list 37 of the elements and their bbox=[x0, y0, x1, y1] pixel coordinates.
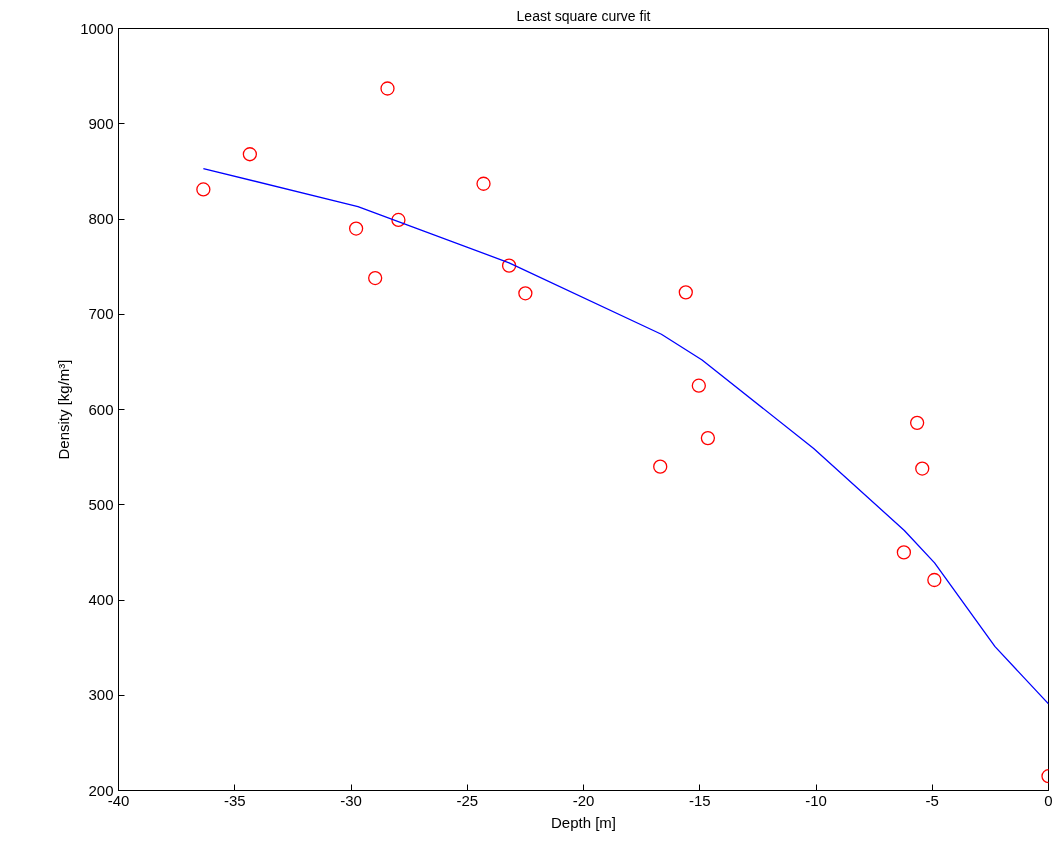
x-axis-title: Depth [m] bbox=[550, 813, 617, 831]
line-series bbox=[202, 167, 1049, 705]
y-axis-title: Density [kg/m³] bbox=[55, 359, 73, 460]
y-tick-label: 500 bbox=[88, 495, 114, 513]
x-tick-label: -15 bbox=[688, 791, 711, 809]
y-tick-label: 900 bbox=[88, 114, 114, 132]
x-tick-label: -35 bbox=[223, 791, 246, 809]
point bbox=[196, 182, 211, 197]
point bbox=[348, 221, 364, 236]
point bbox=[896, 545, 912, 560]
y-tick-label: 700 bbox=[88, 305, 114, 323]
point bbox=[501, 258, 517, 273]
point bbox=[380, 81, 395, 96]
point bbox=[368, 270, 383, 286]
y-tick-label: 300 bbox=[88, 686, 114, 704]
x-tick-label: -25 bbox=[456, 791, 479, 809]
point bbox=[700, 430, 716, 446]
x-tick-label: -5 bbox=[925, 791, 939, 809]
point bbox=[678, 285, 693, 300]
point bbox=[927, 572, 942, 588]
point bbox=[909, 415, 925, 430]
x-tick-label: -20 bbox=[572, 791, 595, 809]
point bbox=[518, 286, 533, 301]
point bbox=[476, 176, 491, 191]
y-tick-label: 600 bbox=[88, 400, 114, 418]
y-tick-label: 1000 bbox=[80, 19, 114, 37]
point bbox=[653, 459, 668, 474]
x-tick-label: -30 bbox=[340, 791, 362, 809]
point bbox=[242, 147, 258, 162]
point bbox=[691, 378, 706, 393]
x-tick-label: 0 bbox=[1044, 791, 1053, 809]
point bbox=[391, 212, 406, 228]
point bbox=[915, 461, 930, 476]
y-tick-label: 800 bbox=[88, 210, 114, 227]
x-tick-label: -10 bbox=[805, 791, 827, 809]
chart-title: Least square curve fit bbox=[516, 7, 651, 24]
y-tick-label: 400 bbox=[88, 591, 114, 608]
